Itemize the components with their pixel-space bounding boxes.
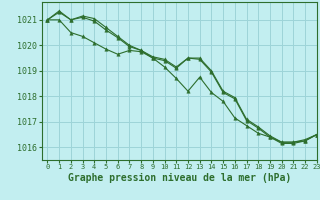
X-axis label: Graphe pression niveau de la mer (hPa): Graphe pression niveau de la mer (hPa) <box>68 173 291 183</box>
